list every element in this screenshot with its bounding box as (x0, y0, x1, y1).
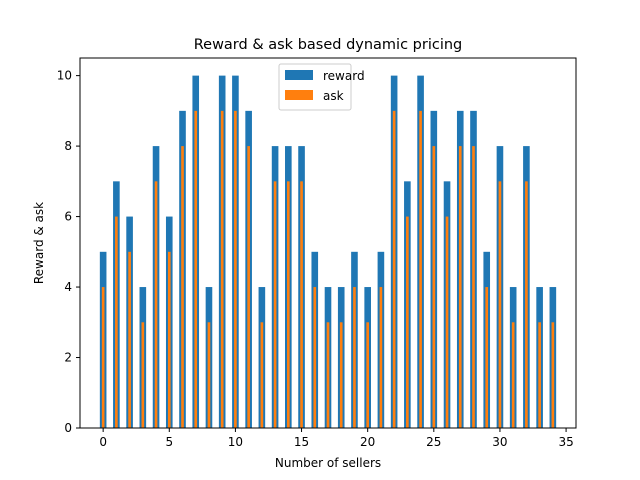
bar-ask-16 (313, 287, 317, 428)
bar-ask-18 (339, 322, 343, 428)
bar-ask-2 (128, 251, 131, 428)
bar-ask-33 (538, 322, 541, 428)
bar-ask-7 (194, 110, 198, 428)
bar-ask-21 (379, 287, 383, 428)
y-axis-label: Reward & ask (32, 202, 46, 284)
x-tick-label: 20 (360, 435, 375, 449)
bar-ask-6 (181, 146, 184, 428)
y-tick-label: 4 (64, 280, 72, 294)
bar-ask-10 (234, 110, 237, 428)
y-tick-label: 10 (57, 69, 72, 83)
bar-ask-5 (167, 251, 171, 428)
bar-ask-0 (101, 287, 105, 428)
x-tick-label: 5 (165, 435, 173, 449)
bar-ask-1 (115, 216, 118, 428)
bar-ask-25 (432, 146, 436, 428)
x-tick-label: 15 (294, 435, 309, 449)
bar-ask-19 (353, 287, 356, 428)
bar-ask-34 (551, 322, 555, 428)
x-tick-label: 35 (558, 435, 573, 449)
x-axis-label: Number of sellers (275, 456, 381, 470)
bar-ask-15 (300, 181, 303, 428)
bar-ask-3 (141, 322, 145, 428)
bar-ask-22 (392, 110, 396, 428)
bars-group (99, 75, 557, 428)
bar-ask-12 (260, 322, 264, 428)
legend-swatch-ask (285, 90, 313, 100)
legend-swatch-reward (285, 70, 313, 80)
bar-ask-4 (154, 181, 158, 428)
bar-ask-26 (445, 216, 449, 428)
x-tick-label: 10 (228, 435, 243, 449)
bar-ask-27 (458, 146, 462, 428)
bar-ask-8 (207, 322, 211, 428)
bar-ask-17 (326, 322, 330, 428)
bar-ask-13 (273, 181, 277, 428)
bar-ask-23 (406, 216, 409, 428)
bar-ask-14 (286, 181, 290, 428)
bar-ask-9 (220, 110, 224, 428)
bar-ask-11 (247, 146, 250, 428)
x-tick-label: 30 (492, 435, 507, 449)
legend-label-reward: reward (323, 69, 365, 83)
x-tick-label: 25 (426, 435, 441, 449)
x-tick-label: 0 (99, 435, 107, 449)
chart-title: Reward & ask based dynamic pricing (194, 37, 463, 53)
bar-ask-29 (485, 287, 489, 428)
legend: reward ask (278, 63, 365, 111)
y-axis-ticks: 0 2 4 6 8 10 (57, 69, 80, 435)
y-tick-label: 6 (64, 210, 72, 224)
bar-ask-30 (498, 181, 502, 428)
x-axis-ticks: 0 5 10 15 20 25 30 35 (99, 428, 574, 449)
y-tick-label: 2 (64, 351, 72, 365)
y-tick-label: 8 (64, 139, 72, 153)
bar-ask-31 (511, 322, 515, 428)
y-tick-label: 0 (64, 421, 72, 435)
bar-ask-28 (472, 146, 475, 428)
bar-ask-24 (419, 110, 422, 428)
bar-ask-32 (525, 181, 528, 428)
bar-ask-20 (366, 322, 370, 428)
legend-label-ask: ask (323, 89, 344, 103)
plot-area-frame (79, 57, 577, 429)
